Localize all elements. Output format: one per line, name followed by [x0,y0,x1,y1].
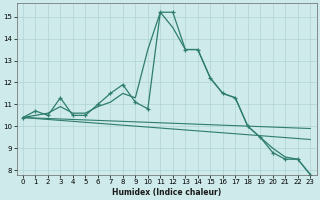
X-axis label: Humidex (Indice chaleur): Humidex (Indice chaleur) [112,188,221,197]
